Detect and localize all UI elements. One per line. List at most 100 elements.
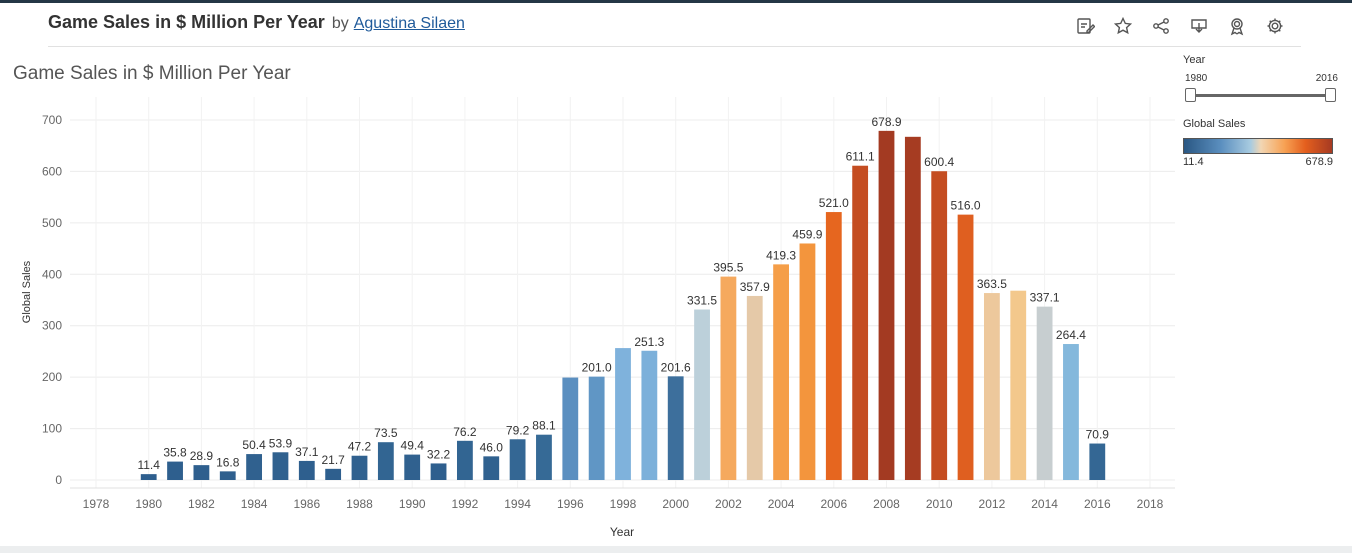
bar-data-label: 76.2 [453, 425, 477, 439]
bar-data-label: 50.4 [242, 438, 266, 452]
x-tick-label: 1996 [557, 497, 584, 511]
viz-header: Game Sales in $ Million Per Year by Agus… [48, 12, 465, 38]
bar [746, 295, 763, 480]
color-legend-gradient [1183, 138, 1333, 154]
slider-handle-max[interactable] [1325, 88, 1336, 102]
bar-data-label: 419.3 [766, 248, 796, 262]
y-tick-label: 700 [42, 113, 62, 127]
bar-data-label: 37.1 [295, 445, 319, 459]
x-axis-title: Year [610, 525, 634, 539]
bar [562, 377, 579, 480]
favorite-button[interactable] [1108, 12, 1138, 40]
top-accent-bar [0, 0, 1352, 3]
bar [1036, 306, 1053, 480]
bar [404, 454, 421, 480]
by-label: by [331, 15, 349, 32]
x-tick-label: 1984 [241, 497, 268, 511]
legend-title: Global Sales [1183, 118, 1246, 130]
bar [615, 348, 631, 480]
bar [483, 456, 500, 480]
bar-data-label: 79.2 [506, 423, 530, 437]
bar [536, 434, 552, 480]
x-tick-label: 1982 [188, 497, 215, 511]
bar-data-label: 363.5 [977, 277, 1007, 291]
settings-button[interactable] [1260, 12, 1290, 40]
bar [193, 465, 210, 480]
bar [377, 442, 394, 480]
share-button[interactable] [1146, 12, 1176, 40]
bar [351, 455, 368, 480]
y-axis-labels: 0 100 200 300 400 500 600 700 [42, 113, 62, 487]
chart-bars: 11.435.8 28.9 16.850.4 53.937.121.747.273.5… [137, 115, 1110, 481]
bar-data-label: 331.5 [687, 294, 717, 308]
bar [720, 276, 737, 480]
x-tick-label: 2002 [715, 497, 742, 511]
bar-data-label: 53.9 [269, 436, 293, 450]
y-tick-label: 400 [42, 267, 62, 281]
bar-data-label: 21.7 [321, 453, 345, 467]
slider-track [1189, 94, 1332, 97]
award-button[interactable] [1222, 12, 1252, 40]
bar [667, 376, 684, 480]
bar [825, 212, 842, 481]
bar [878, 130, 895, 480]
star-icon [1113, 16, 1133, 35]
legend-min: 11.4 [1183, 156, 1204, 168]
bar-data-label: 46.0 [480, 440, 504, 454]
year-range-slider[interactable] [1183, 86, 1338, 104]
x-tick-label: 2008 [873, 497, 900, 511]
x-tick-label: 2000 [662, 497, 689, 511]
bar [272, 452, 289, 480]
x-axis-labels: 1978 1980 1982 1984 1986 1988 1990 1992 1994 1996… [83, 497, 1164, 511]
x-tick-label: 1998 [610, 497, 637, 511]
gear-icon [1267, 18, 1283, 34]
bar-data-label: 70.9 [1086, 428, 1110, 442]
x-tick-label: 2010 [926, 497, 953, 511]
x-tick-label: 2018 [1137, 497, 1164, 511]
bar-data-label: 16.8 [216, 455, 240, 469]
x-tick-label: 2006 [820, 497, 847, 511]
bar-data-label: 395.5 [713, 261, 743, 275]
bottom-bar [0, 546, 1352, 553]
bar [167, 461, 183, 480]
bar-data-label: 264.4 [1056, 328, 1086, 342]
bar-data-label: 88.1 [532, 419, 556, 433]
year-filter-max: 2016 [1315, 73, 1338, 84]
bar-data-label: 516.0 [951, 199, 981, 213]
chart-title: Game Sales in $ Million Per Year [13, 63, 291, 84]
bar [773, 264, 790, 480]
bar [140, 474, 157, 480]
bar-data-label: 49.4 [401, 439, 425, 453]
bar-data-label: 28.9 [190, 449, 214, 463]
y-tick-label: 300 [42, 319, 62, 333]
edit-button[interactable] [1070, 12, 1100, 40]
edit-icon [1077, 18, 1095, 34]
x-tick-label: 2012 [979, 497, 1006, 511]
bar-data-label: 11.4 [137, 458, 160, 472]
bar [931, 171, 948, 481]
bar [1063, 344, 1079, 480]
year-filter-min: 1980 [1185, 73, 1208, 84]
bar-data-label: 32.2 [427, 447, 451, 461]
bar [1010, 290, 1027, 480]
bar-data-label: 251.3 [634, 335, 664, 349]
x-tick-label: 2004 [768, 497, 795, 511]
bar [588, 376, 605, 480]
y-tick-label: 0 [55, 473, 62, 487]
bar-data-label: 357.9 [740, 280, 770, 294]
year-filter-range: 1980 2016 [1183, 73, 1338, 84]
author-link[interactable]: Agustina Silaen [353, 15, 465, 32]
x-tick-label: 1978 [83, 497, 110, 511]
download-button[interactable] [1184, 12, 1214, 40]
bar [325, 468, 342, 480]
bar [904, 136, 921, 480]
download-icon [1191, 19, 1207, 33]
bar [509, 439, 526, 480]
bar-data-label: 678.9 [871, 115, 901, 129]
bar-chart: Game Sales in $ Million Per Year 11.435.… [13, 63, 1175, 539]
award-icon [1230, 18, 1244, 36]
bar [852, 165, 869, 480]
bar [430, 463, 447, 480]
slider-handle-min[interactable] [1185, 88, 1196, 102]
y-tick-label: 100 [42, 422, 62, 436]
